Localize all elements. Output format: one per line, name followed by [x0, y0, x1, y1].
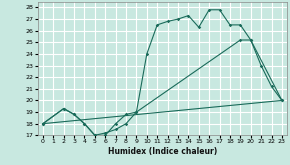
X-axis label: Humidex (Indice chaleur): Humidex (Indice chaleur) [108, 147, 217, 156]
